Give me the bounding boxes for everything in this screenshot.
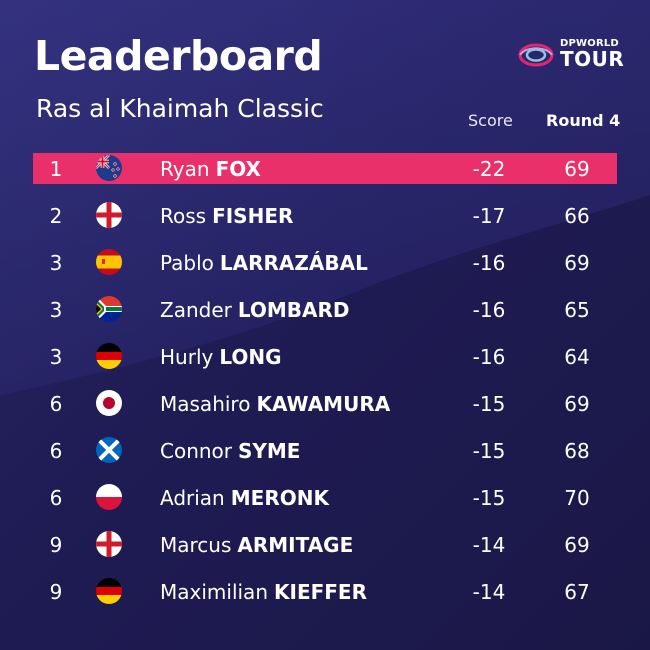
player-first-name: Ross xyxy=(160,204,207,228)
player-last-name: LOMBARD xyxy=(237,298,350,322)
player-name: Ryan FOX xyxy=(160,157,261,181)
round-score: 67 xyxy=(564,580,590,604)
player-last-name: MERONK xyxy=(230,486,329,510)
table-row: 2 Ross FISHER -17 66 xyxy=(33,200,617,231)
round-column-header: Round 4 xyxy=(546,111,621,130)
player-last-name: ARMITAGE xyxy=(237,533,354,557)
player-first-name: Connor xyxy=(160,439,233,463)
table-row: 6 Masahiro KAWAMURA -15 69 xyxy=(33,388,617,419)
round-score: 69 xyxy=(564,157,590,181)
player-name: Zander LOMBARD xyxy=(160,298,350,322)
table-row: 6 Adrian MERONK -15 70 xyxy=(33,482,617,513)
england-flag-icon xyxy=(96,531,122,557)
table-row: 3 Pablo LARRAZÁBAL -16 69 xyxy=(33,247,617,278)
round-score: 69 xyxy=(564,251,590,275)
total-score: -17 xyxy=(472,204,506,228)
total-score: -16 xyxy=(472,298,506,322)
player-last-name: SYME xyxy=(238,439,301,463)
score-column-header: Score xyxy=(468,111,513,130)
player-name: Maximilian KIEFFER xyxy=(160,580,367,604)
position: 9 xyxy=(49,533,63,557)
south-africa-flag-icon xyxy=(96,296,122,322)
table-row: 3 Zander LOMBARD -16 65 xyxy=(33,294,617,325)
table-row: 9 Marcus ARMITAGE -14 69 xyxy=(33,529,617,560)
player-first-name: Maximilian xyxy=(160,580,268,604)
position: 6 xyxy=(49,486,63,510)
player-name: Hurly LONG xyxy=(160,345,282,369)
round-score: 66 xyxy=(564,204,590,228)
round-score: 70 xyxy=(564,486,590,510)
player-name: Masahiro KAWAMURA xyxy=(160,392,390,416)
player-name: Ross FISHER xyxy=(160,204,293,228)
total-score: -15 xyxy=(472,439,506,463)
total-score: -14 xyxy=(472,533,506,557)
leader-row: 1 Ryan FOX -22 69 xyxy=(33,153,617,184)
logo-text-bottom: TOUR xyxy=(560,47,625,71)
player-first-name: Hurly xyxy=(160,345,214,369)
player-name: Marcus ARMITAGE xyxy=(160,533,353,557)
position: 2 xyxy=(49,204,63,228)
position: 1 xyxy=(49,157,63,181)
round-score: 68 xyxy=(564,439,590,463)
player-name: Connor SYME xyxy=(160,439,300,463)
spain-flag-icon xyxy=(96,249,122,275)
player-first-name: Pablo xyxy=(160,251,214,275)
total-score: -16 xyxy=(472,251,506,275)
japan-flag-icon xyxy=(96,390,122,416)
new-zealand-flag-icon xyxy=(96,155,122,181)
player-last-name: FOX xyxy=(215,157,261,181)
total-score: -15 xyxy=(472,486,506,510)
player-last-name: LARRAZÁBAL xyxy=(219,251,368,275)
dp-world-tour-logo: DPWORLD TOUR xyxy=(518,36,625,71)
total-score: -22 xyxy=(472,157,506,181)
position: 6 xyxy=(49,392,63,416)
tournament-name: Ras al Khaimah Classic xyxy=(36,94,324,123)
england-flag-icon xyxy=(96,202,122,228)
table-row: 9 Maximilian KIEFFER -14 67 xyxy=(33,576,617,607)
player-last-name: FISHER xyxy=(212,204,294,228)
player-first-name: Ryan xyxy=(160,157,210,181)
player-last-name: KAWAMURA xyxy=(256,392,391,416)
round-score: 64 xyxy=(564,345,590,369)
total-score: -15 xyxy=(472,392,506,416)
player-first-name: Marcus xyxy=(160,533,232,557)
total-score: -16 xyxy=(472,345,506,369)
germany-flag-icon xyxy=(96,343,122,369)
position: 3 xyxy=(49,251,63,275)
round-score: 69 xyxy=(564,533,590,557)
player-first-name: Adrian xyxy=(160,486,225,510)
germany-flag-icon xyxy=(96,578,122,604)
position: 3 xyxy=(49,345,63,369)
page-title: Leaderboard xyxy=(34,32,323,80)
player-first-name: Zander xyxy=(160,298,232,322)
table-row: 6 Connor SYME -15 68 xyxy=(33,435,617,466)
round-score: 65 xyxy=(564,298,590,322)
position: 3 xyxy=(49,298,63,322)
player-last-name: KIEFFER xyxy=(274,580,367,604)
player-name: Adrian MERONK xyxy=(160,486,329,510)
round-score: 69 xyxy=(564,392,590,416)
position: 9 xyxy=(49,580,63,604)
poland-flag-icon xyxy=(96,484,122,510)
table-row: 3 Hurly LONG -16 64 xyxy=(33,341,617,372)
tour-logo-icon xyxy=(518,43,554,67)
player-last-name: LONG xyxy=(219,345,282,369)
logo-text-top: DPWORLD xyxy=(560,38,619,49)
player-first-name: Masahiro xyxy=(160,392,251,416)
position: 6 xyxy=(49,439,63,463)
total-score: -14 xyxy=(472,580,506,604)
player-name: Pablo LARRAZÁBAL xyxy=(160,251,368,275)
scotland-flag-icon xyxy=(96,437,122,463)
